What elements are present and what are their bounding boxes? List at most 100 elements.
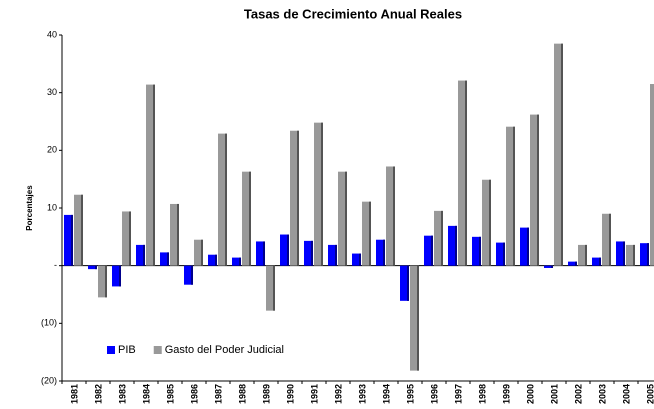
bar: [568, 261, 577, 266]
x-tick-label: 1982: [93, 384, 103, 404]
bar-side: [311, 240, 313, 266]
bar: [362, 201, 371, 266]
bar-side: [537, 114, 539, 266]
x-tick-label: 2005: [645, 384, 654, 404]
x-tick-label: 1990: [285, 384, 295, 404]
bar: [458, 80, 467, 266]
chart-title: Tasas de Crecimiento Anual Reales: [244, 6, 462, 21]
x-tick-label: 1997: [453, 384, 463, 404]
bar-side: [393, 166, 395, 266]
bar: [218, 133, 227, 266]
bar-side: [201, 239, 203, 266]
x-tick-label: 1985: [165, 384, 175, 404]
bar: [472, 236, 481, 266]
bar: [170, 203, 179, 266]
bar-side: [575, 261, 577, 266]
bar-side: [585, 244, 587, 266]
bar: [352, 253, 361, 266]
x-tick-label: 2003: [597, 384, 607, 404]
bar-side: [369, 201, 371, 266]
y-axis-label: Porcentajes: [25, 185, 34, 231]
x-tick-label: 2000: [525, 384, 535, 404]
bar-side: [95, 265, 97, 270]
bar: [184, 265, 193, 285]
y-tick-label: 40: [47, 29, 57, 39]
bar: [266, 265, 275, 311]
bar: [520, 227, 529, 266]
x-tick-label: 1993: [357, 384, 367, 404]
bar-side: [263, 241, 265, 266]
bar: [194, 239, 203, 266]
bar: [146, 84, 155, 266]
bar: [482, 179, 491, 266]
x-tick-label: 1987: [213, 384, 223, 404]
bar: [314, 122, 323, 266]
bar-side: [129, 211, 131, 266]
bar-side: [335, 244, 337, 266]
x-tick-label: 1988: [237, 384, 247, 404]
y-tick-label: (10): [41, 318, 57, 328]
bar: [208, 254, 217, 266]
y-tick-label: 30: [47, 87, 57, 97]
bar-side: [455, 225, 457, 266]
x-tick-label: 1995: [405, 384, 415, 404]
bar-side: [383, 239, 385, 266]
y-tick-label: 20: [47, 145, 57, 155]
bar-side: [71, 214, 73, 266]
bar-side: [153, 84, 155, 266]
bar-side: [249, 171, 251, 266]
bar-side: [81, 194, 83, 266]
bar-side: [417, 265, 419, 371]
y-tick-label: -: [54, 260, 57, 270]
bar: [650, 84, 654, 266]
bar: [64, 214, 73, 266]
bar: [448, 225, 457, 266]
bar: [626, 244, 635, 266]
bar-side: [297, 130, 299, 266]
bar-side: [225, 133, 227, 266]
bar: [304, 240, 313, 266]
bar: [578, 244, 587, 266]
bar: [554, 43, 563, 266]
bar-side: [273, 265, 275, 311]
bar-side: [191, 265, 193, 285]
bar-side: [513, 126, 515, 266]
y-tick-label: 10: [47, 202, 57, 212]
bar-side: [647, 243, 649, 266]
bar-side: [489, 179, 491, 266]
bar-side: [441, 210, 443, 266]
bar: [122, 211, 131, 266]
bar-side: [623, 241, 625, 266]
bar: [544, 265, 553, 268]
bar: [290, 130, 299, 266]
bar-side: [345, 171, 347, 266]
bar-side: [551, 265, 553, 268]
x-tick-label: 1986: [189, 384, 199, 404]
x-tick-label: 1994: [381, 384, 391, 404]
legend-label: PIB: [118, 344, 136, 356]
bar: [386, 166, 395, 266]
bar-side: [321, 122, 323, 266]
bar: [242, 171, 251, 266]
bar: [136, 244, 145, 266]
bar: [424, 235, 433, 266]
x-tick-label: 1983: [117, 384, 127, 404]
bar-side: [503, 242, 505, 266]
bar-side: [177, 203, 179, 266]
bar: [88, 265, 97, 270]
bar: [640, 243, 649, 266]
bar-side: [609, 213, 611, 266]
bar: [434, 210, 443, 266]
x-tick-label: 1984: [141, 384, 151, 404]
x-tick-label: 2001: [549, 384, 559, 404]
bar: [376, 239, 385, 266]
bar-side: [359, 253, 361, 266]
x-tick-label: 2002: [573, 384, 583, 404]
bar: [338, 171, 347, 266]
x-tick-label: 1989: [261, 384, 271, 404]
bar: [160, 252, 169, 266]
bar-side: [633, 244, 635, 266]
bar: [616, 241, 625, 266]
x-tick-label: 1996: [429, 384, 439, 404]
